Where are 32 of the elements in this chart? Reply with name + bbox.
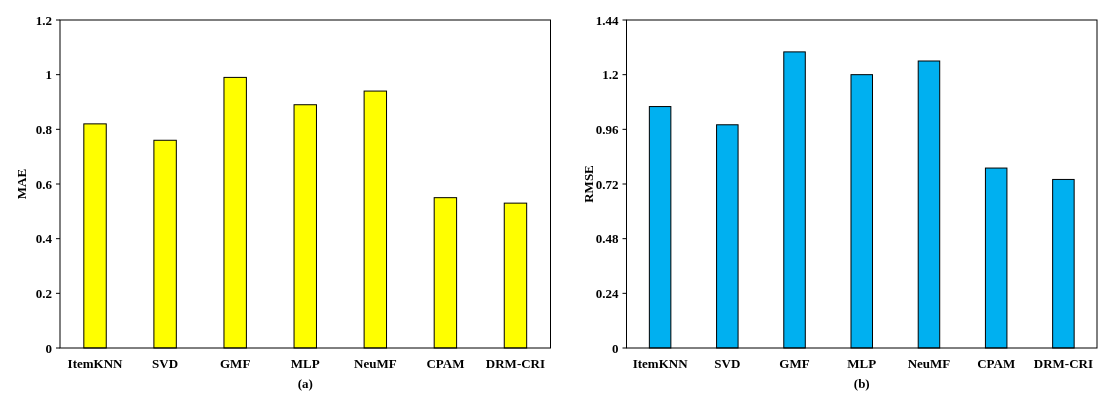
y-tick-label: 1.44 [595,12,619,28]
y-axis-title: RMSE [580,165,596,203]
x-tick-label: GMF [220,356,251,371]
y-tick-label: 0.6 [35,176,53,192]
y-tick-label: 0.24 [595,285,619,301]
y-tick-label: 0 [45,340,52,356]
x-tick-label: CPAM [426,356,465,371]
x-axis-title: (b) [853,376,870,391]
y-tick-label: 1 [45,67,52,83]
y-tick-label: 0.8 [35,121,53,137]
x-tick-label: NeuMF [907,356,951,371]
y-tick-label: 0.2 [35,285,52,301]
y-tick-label: 1.2 [35,12,52,28]
x-tick-label: SVD [714,356,741,371]
x-tick-label: NeuMF [354,356,397,371]
x-tick-label: MLP [290,356,320,371]
y-tick-label: 0.48 [595,231,619,247]
x-tick-label: ItemKNN [67,356,124,371]
x-tick-label: GMF [779,356,810,371]
x-tick-label: SVD [152,356,179,371]
y-tick-label: 0.4 [35,231,53,247]
y-tick-label: 0.72 [595,176,619,192]
y-axis-title: MAE [14,168,29,200]
y-tick-label: 1.2 [602,67,619,83]
y-tick-label: 0 [612,340,619,356]
x-tick-label: DRM-CRI [1033,356,1093,371]
x-tick-label: CPAM [977,356,1016,371]
y-tick-label: 0.96 [595,121,619,137]
x-tick-label: ItemKNN [632,356,689,371]
x-tick-label: DRM-CRI [485,356,546,371]
x-tick-label: MLP [847,356,877,371]
x-axis-title: (a) [297,376,313,391]
